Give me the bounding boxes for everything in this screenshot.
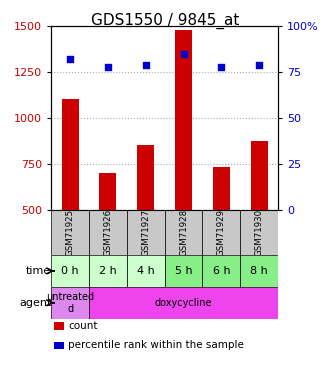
Bar — [251, 141, 268, 210]
Point — [143, 62, 148, 68]
Bar — [165, 210, 203, 255]
Text: 6 h: 6 h — [213, 266, 230, 276]
Bar — [165, 255, 203, 287]
Bar — [89, 287, 278, 319]
Point — [219, 64, 224, 70]
Bar — [51, 287, 89, 319]
Text: GDS1550 / 9845_at: GDS1550 / 9845_at — [91, 13, 240, 29]
Bar — [137, 145, 154, 210]
Bar — [175, 30, 192, 210]
Bar — [51, 210, 89, 255]
Bar — [54, 342, 64, 349]
Text: percentile rank within the sample: percentile rank within the sample — [68, 340, 244, 350]
Text: GSM71927: GSM71927 — [141, 209, 150, 256]
Bar — [51, 255, 89, 287]
Point — [181, 51, 186, 57]
Bar — [213, 167, 230, 210]
Text: GSM71925: GSM71925 — [66, 209, 75, 256]
Bar — [62, 99, 79, 210]
Bar — [89, 210, 127, 255]
Bar — [240, 210, 278, 255]
Bar — [54, 322, 64, 330]
Text: 5 h: 5 h — [175, 266, 192, 276]
Bar — [127, 255, 165, 287]
Text: GSM71926: GSM71926 — [104, 209, 113, 256]
Bar — [100, 173, 117, 210]
Text: count: count — [68, 321, 98, 331]
Text: 8 h: 8 h — [250, 266, 268, 276]
Text: GSM71928: GSM71928 — [179, 209, 188, 256]
Text: GSM71930: GSM71930 — [255, 209, 264, 256]
Bar — [203, 210, 240, 255]
Text: doxycycline: doxycycline — [155, 298, 212, 308]
Point — [68, 56, 73, 62]
Text: time: time — [26, 266, 51, 276]
Text: 4 h: 4 h — [137, 266, 155, 276]
Text: agent: agent — [19, 298, 51, 308]
Point — [257, 62, 262, 68]
Point — [105, 64, 111, 70]
Text: 2 h: 2 h — [99, 266, 117, 276]
Bar — [127, 210, 165, 255]
Text: GSM71929: GSM71929 — [217, 209, 226, 256]
Text: untreated
d: untreated d — [46, 292, 94, 314]
Bar — [240, 255, 278, 287]
Text: 0 h: 0 h — [61, 266, 79, 276]
Bar — [203, 255, 240, 287]
Bar — [89, 255, 127, 287]
